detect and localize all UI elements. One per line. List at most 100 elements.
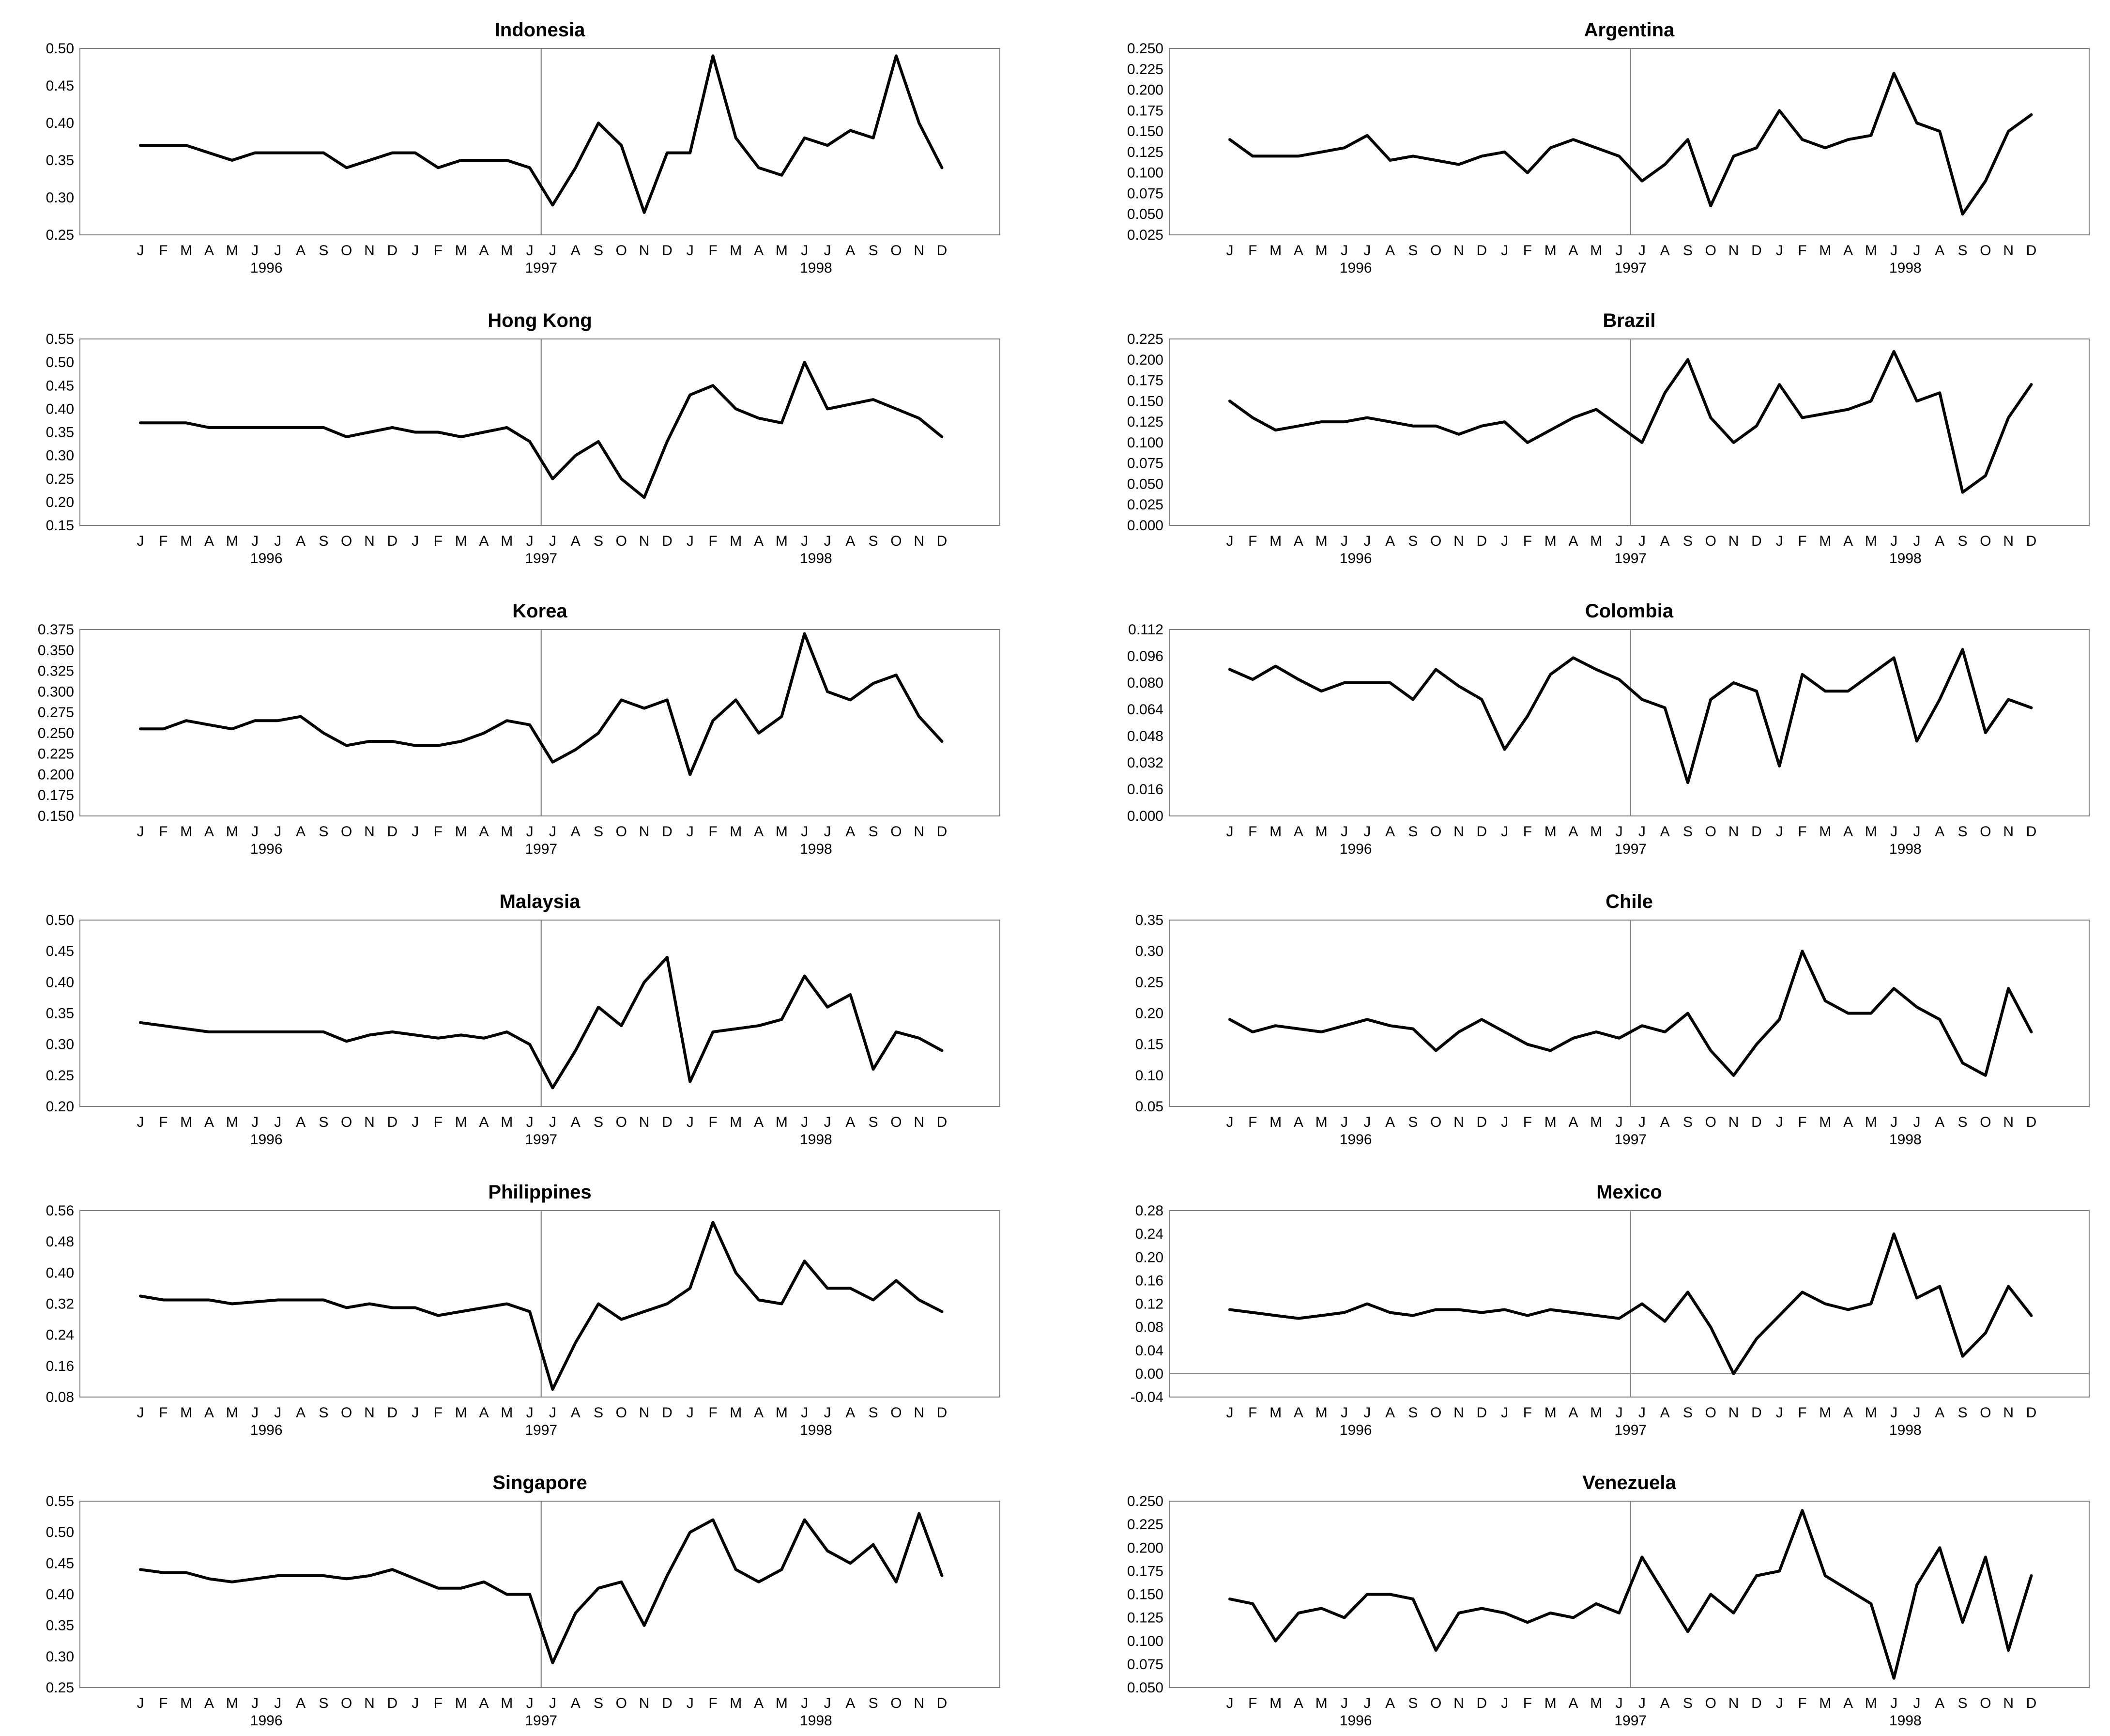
year-label: 1997	[525, 551, 557, 567]
y-tick-label: 0.55	[46, 1493, 74, 1509]
month-tick-label: J	[1913, 533, 1921, 549]
month-tick-label: J	[1501, 1695, 1508, 1711]
month-tick-label: J	[1890, 1695, 1897, 1711]
month-tick-label: S	[1408, 533, 1418, 549]
month-tick-label: A	[1935, 824, 1944, 840]
month-tick-label: M	[730, 243, 742, 259]
month-tick-label: F	[1248, 1695, 1257, 1711]
month-tick-label: N	[1453, 1695, 1464, 1711]
month-tick-label: J	[1363, 533, 1371, 549]
chart-brazil: Brazil 0.000 0.025 0.050 0.075 0.100 0.125 0.15…	[1127, 310, 2090, 567]
month-tick-label: O	[1980, 243, 1991, 259]
month-tick-label: A	[296, 243, 306, 259]
year-label: 1998	[800, 841, 832, 857]
month-tick-label: F	[1523, 1405, 1532, 1421]
month-tick-label: J	[1890, 824, 1897, 840]
y-tick-label: 0.16	[1135, 1273, 1163, 1289]
month-tick-label: J	[1776, 1405, 1783, 1421]
month-tick-label: O	[890, 824, 902, 840]
month-tick-label: D	[2026, 243, 2037, 259]
month-tick-label: A	[1843, 1114, 1853, 1130]
month-tick-label: N	[1453, 824, 1464, 840]
y-tick-label: 0.025	[1127, 227, 1163, 243]
month-tick-label: M	[776, 1405, 788, 1421]
month-tick-label: A	[1843, 243, 1853, 259]
month-tick-label: M	[226, 1695, 238, 1711]
y-tick-label: 0.112	[1128, 622, 1163, 638]
y-tick-label: 0.45	[46, 943, 74, 959]
month-tick-label: N	[914, 1405, 924, 1421]
month-tick-label: O	[890, 1114, 902, 1130]
y-tick-label: 0.35	[46, 153, 74, 169]
month-tick-label: M	[1590, 1114, 1602, 1130]
y-tick-label: 0.24	[1135, 1226, 1163, 1242]
month-tick-label: J	[274, 824, 281, 840]
y-tick-label: 0.12	[1135, 1296, 1163, 1312]
month-tick-label: M	[730, 1114, 742, 1130]
y-tick-label: 0.000	[1127, 518, 1163, 534]
month-tick-label: A	[1294, 243, 1303, 259]
month-tick-label: J	[801, 1695, 808, 1711]
month-tick-label: S	[319, 1695, 328, 1711]
year-label: 1998	[800, 551, 832, 567]
month-tick-label: D	[387, 1114, 398, 1130]
month-tick-label: M	[501, 824, 513, 840]
month-tick-label: D	[387, 824, 398, 840]
month-tick-label: A	[296, 533, 306, 549]
month-tick-label: D	[662, 1114, 673, 1130]
month-tick-label: M	[776, 824, 788, 840]
month-tick-label: S	[1683, 533, 1693, 549]
month-tick-label: J	[274, 1695, 281, 1711]
month-tick-label: N	[364, 243, 375, 259]
month-tick-label: S	[594, 1405, 603, 1421]
month-tick-label: J	[687, 1695, 694, 1711]
y-tick-label: 0.150	[1127, 1587, 1163, 1603]
month-tick-label: D	[937, 243, 948, 259]
month-tick-label: J	[274, 1114, 281, 1130]
plot-area	[1169, 1501, 2090, 1688]
y-tick-label: 0.200	[1127, 82, 1163, 98]
month-tick-label: F	[434, 1405, 443, 1421]
plot-area	[79, 920, 1000, 1107]
year-label: 1996	[1340, 841, 1372, 857]
y-tick-label: 0.15	[46, 518, 74, 534]
month-tick-label: J	[1638, 243, 1646, 259]
y-tick-label: 0.20	[46, 1099, 74, 1115]
month-tick-label: M	[1315, 824, 1328, 840]
month-tick-label: S	[1408, 1114, 1418, 1130]
month-tick-label: J	[801, 1405, 808, 1421]
month-tick-label: O	[1430, 1405, 1441, 1421]
month-tick-label: J	[1226, 243, 1234, 259]
plot-area	[1169, 1210, 2090, 1398]
month-tick-label: M	[776, 1695, 788, 1711]
month-tick-label: M	[226, 1114, 238, 1130]
month-tick-label: J	[251, 1114, 259, 1130]
month-tick-label: J	[1341, 1405, 1348, 1421]
y-tick-label: 0.125	[1127, 1610, 1163, 1626]
month-tick-label: N	[914, 1114, 924, 1130]
month-tick-label: D	[1476, 533, 1487, 549]
month-tick-label: A	[1568, 243, 1578, 259]
y-tick-label: 0.40	[46, 1265, 74, 1281]
month-tick-label: F	[434, 243, 443, 259]
month-tick-label: A	[1568, 533, 1578, 549]
month-tick-label: F	[159, 824, 168, 840]
month-tick-label: D	[2026, 533, 2037, 549]
month-tick-label: N	[1728, 243, 1739, 259]
month-tick-label: J	[1501, 243, 1508, 259]
month-tick-label: F	[1248, 533, 1257, 549]
month-tick-label: A	[1568, 1405, 1578, 1421]
month-tick-label: F	[1798, 1114, 1806, 1130]
series-line	[139, 1221, 944, 1391]
month-tick-label: J	[412, 824, 419, 840]
y-tick-label: 0.20	[1135, 1006, 1163, 1022]
month-tick-label: D	[1751, 1114, 1762, 1130]
year-label: 1997	[1614, 841, 1647, 857]
month-tick-label: S	[594, 243, 603, 259]
month-tick-label: J	[1501, 824, 1508, 840]
series-line	[1228, 72, 2033, 216]
month-tick-label: D	[662, 1695, 673, 1711]
month-tick-label: M	[1865, 1695, 1877, 1711]
month-tick-label: J	[1638, 533, 1646, 549]
